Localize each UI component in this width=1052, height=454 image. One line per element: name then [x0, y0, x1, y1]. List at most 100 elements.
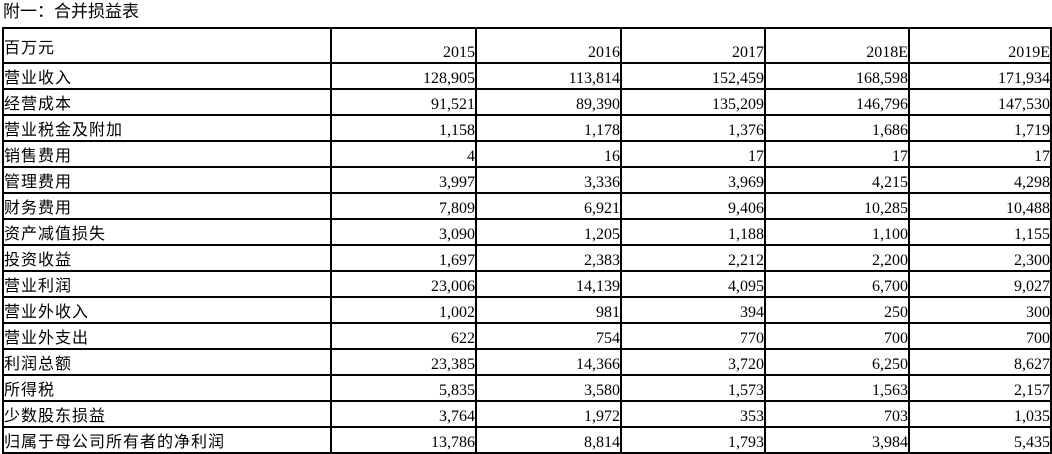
cell-value: 1,563	[764, 374, 910, 402]
cell-value: 6,921	[475, 192, 622, 220]
cell-value: 4,095	[620, 270, 766, 298]
cell-value: 8,814	[475, 426, 622, 454]
document-title: 附一：合并损益表	[3, 2, 139, 21]
cell-value: 1,719	[908, 114, 1052, 142]
cell-value: 4,215	[764, 166, 910, 194]
cell-value: 89,390	[475, 88, 622, 116]
table-row: 经营成本 91,521 89,390 135,209 146,796 147,530	[2, 88, 1052, 116]
cell-value: 2,383	[475, 244, 622, 272]
table-row: 所得税 5,835 3,580 1,573 1,563 2,157	[2, 374, 1052, 402]
cell-value: 3,997	[330, 166, 477, 194]
cell-value: 2,157	[908, 374, 1052, 402]
row-label: 财务费用	[2, 192, 332, 220]
cell-value: 4,298	[908, 166, 1052, 194]
cell-value: 622	[330, 322, 477, 350]
cell-value: 9,027	[908, 270, 1052, 298]
cell-value: 3,580	[475, 374, 622, 402]
table-row: 营业税金及附加 1,158 1,178 1,376 1,686 1,719	[2, 114, 1052, 142]
unit-header: 百万元	[2, 27, 332, 64]
cell-value: 1,002	[330, 296, 477, 324]
table-row: 营业利润 23,006 14,139 4,095 6,700 9,027	[2, 270, 1052, 298]
cell-value: 3,720	[620, 348, 766, 376]
cell-value: 8,627	[908, 348, 1052, 376]
table-row: 投资收益 1,697 2,383 2,212 2,200 2,300	[2, 244, 1052, 272]
cell-value: 16	[475, 140, 622, 168]
column-header-2015: 2015	[330, 27, 477, 64]
row-label: 营业外收入	[2, 296, 332, 324]
row-label: 营业税金及附加	[2, 114, 332, 142]
cell-value: 300	[908, 296, 1052, 324]
cell-value: 3,969	[620, 166, 766, 194]
table-row: 销售费用 4 16 17 17 17	[2, 140, 1052, 168]
cell-value: 3,090	[330, 218, 477, 246]
table-row: 归属于母公司所有者的净利润 13,786 8,814 1,793 3,984 5,435	[2, 426, 1052, 454]
cell-value: 5,835	[330, 374, 477, 402]
column-header-2019e: 2019E	[908, 27, 1052, 64]
cell-value: 171,934	[908, 62, 1052, 90]
cell-value: 3,336	[475, 166, 622, 194]
cell-value: 135,209	[620, 88, 766, 116]
cell-value: 3,984	[764, 426, 910, 454]
cell-value: 353	[620, 400, 766, 428]
table-row: 营业外支出 622 754 770 700 700	[2, 322, 1052, 350]
row-label: 资产减值损失	[2, 218, 332, 246]
cell-value: 10,285	[764, 192, 910, 220]
row-label: 销售费用	[2, 140, 332, 168]
row-label: 少数股东损益	[2, 400, 332, 428]
cell-value: 9,406	[620, 192, 766, 220]
cell-value: 113,814	[475, 62, 622, 90]
cell-value: 1,205	[475, 218, 622, 246]
cell-value: 10,488	[908, 192, 1052, 220]
cell-value: 700	[908, 322, 1052, 350]
cell-value: 17	[764, 140, 910, 168]
cell-value: 3,764	[330, 400, 477, 428]
cell-value: 754	[475, 322, 622, 350]
cell-value: 1,972	[475, 400, 622, 428]
cell-value: 152,459	[620, 62, 766, 90]
cell-value: 7,809	[330, 192, 477, 220]
table-row: 少数股东损益 3,764 1,972 353 703 1,035	[2, 400, 1052, 428]
row-label: 营业利润	[2, 270, 332, 298]
row-label: 归属于母公司所有者的净利润	[2, 426, 332, 454]
cell-value: 4	[330, 140, 477, 168]
cell-value: 1,100	[764, 218, 910, 246]
cell-value: 1,158	[330, 114, 477, 142]
table-row: 管理费用 3,997 3,336 3,969 4,215 4,298	[2, 166, 1052, 194]
cell-value: 1,188	[620, 218, 766, 246]
cell-value: 1,686	[764, 114, 910, 142]
cell-value: 14,139	[475, 270, 622, 298]
cell-value: 168,598	[764, 62, 910, 90]
cell-value: 1,035	[908, 400, 1052, 428]
cell-value: 1,376	[620, 114, 766, 142]
table-row: 资产减值损失 3,090 1,205 1,188 1,100 1,155	[2, 218, 1052, 246]
cell-value: 17	[908, 140, 1052, 168]
row-label: 所得税	[2, 374, 332, 402]
cell-value: 1,793	[620, 426, 766, 454]
cell-value: 2,300	[908, 244, 1052, 272]
cell-value: 23,385	[330, 348, 477, 376]
cell-value: 394	[620, 296, 766, 324]
cell-value: 147,530	[908, 88, 1052, 116]
cell-value: 17	[620, 140, 766, 168]
row-label: 投资收益	[2, 244, 332, 272]
table-row: 营业外收入 1,002 981 394 250 300	[2, 296, 1052, 324]
cell-value: 23,006	[330, 270, 477, 298]
cell-value: 14,366	[475, 348, 622, 376]
cell-value: 1,155	[908, 218, 1052, 246]
row-label: 管理费用	[2, 166, 332, 194]
income-statement-table: 百万元 2015 2016 2017 2018E 2019E 营业收入 128,9…	[2, 27, 1052, 454]
cell-value: 703	[764, 400, 910, 428]
cell-value: 770	[620, 322, 766, 350]
cell-value: 5,435	[908, 426, 1052, 454]
cell-value: 13,786	[330, 426, 477, 454]
cell-value: 1,178	[475, 114, 622, 142]
cell-value: 700	[764, 322, 910, 350]
cell-value: 1,697	[330, 244, 477, 272]
row-label: 利润总额	[2, 348, 332, 376]
cell-value: 2,200	[764, 244, 910, 272]
column-header-2018e: 2018E	[764, 27, 910, 64]
row-label: 营业收入	[2, 62, 332, 90]
cell-value: 981	[475, 296, 622, 324]
cell-value: 2,212	[620, 244, 766, 272]
